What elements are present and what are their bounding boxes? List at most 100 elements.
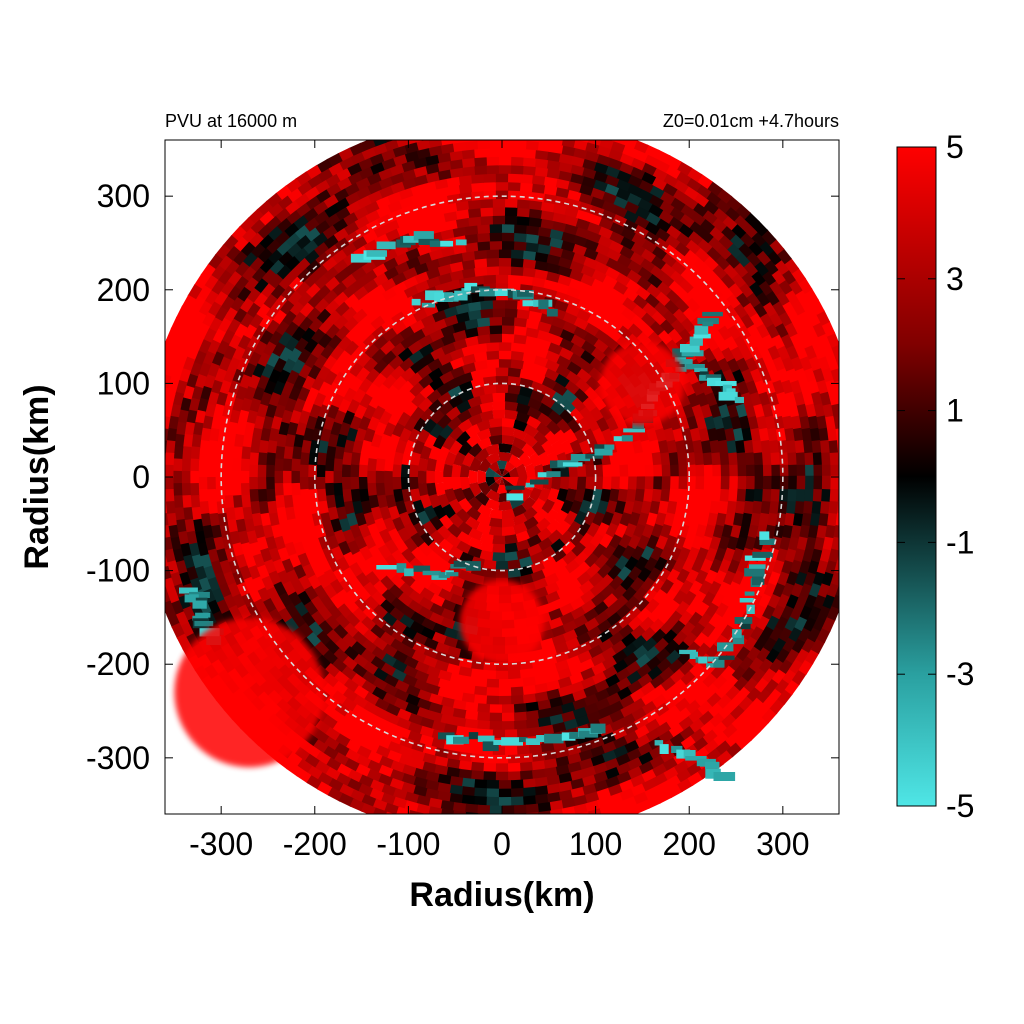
- heat-cell: [427, 145, 443, 157]
- heat-cell: [563, 427, 578, 444]
- heat-cell: [180, 622, 195, 639]
- heat-cell: [206, 489, 217, 503]
- heat-cell: [649, 264, 666, 280]
- heat-cell: [536, 243, 552, 255]
- heat-cell: [172, 483, 183, 497]
- heat-cell: [422, 520, 437, 537]
- heat-cell: [373, 807, 389, 814]
- heat-cell: [372, 358, 388, 375]
- heat-cell: [651, 244, 668, 260]
- heat-cell: [754, 463, 764, 477]
- heat-cell: [794, 438, 805, 453]
- heat-cell: [485, 350, 500, 360]
- heat-cell: [454, 200, 469, 212]
- heat-cell: [452, 487, 466, 503]
- heat-cell: [722, 367, 737, 384]
- heat-cell: [326, 557, 341, 574]
- heat-cell: [493, 471, 502, 477]
- heat-cell: [640, 247, 657, 263]
- heat-cell: [678, 277, 695, 294]
- heat-cell: [360, 146, 377, 161]
- heat-cell: [606, 326, 623, 342]
- heat-cell: [569, 172, 585, 185]
- heat-cell: [215, 464, 225, 479]
- heat-cell: [284, 506, 296, 522]
- heat-cell: [410, 532, 425, 549]
- heat-cell: [391, 422, 405, 438]
- heat-cell: [364, 595, 380, 612]
- heat-cell: [337, 603, 353, 620]
- heat-cell: [746, 476, 756, 490]
- heat-cell: [300, 439, 312, 454]
- heat-cell: [240, 446, 251, 461]
- heat-cell: [548, 245, 564, 258]
- heat-cell: [730, 523, 743, 539]
- heat-cell: [511, 787, 525, 798]
- heat-cell: [321, 224, 338, 240]
- heat-cell: [707, 511, 719, 527]
- heat-cell: [256, 351, 271, 368]
- heat-cell: [554, 186, 570, 199]
- heat-cell: [618, 152, 635, 166]
- negative-cell: [376, 241, 396, 250]
- heat-cell: [541, 819, 556, 830]
- heat-cell: [704, 335, 720, 352]
- heat-cell: [687, 391, 701, 408]
- heat-cell: [264, 304, 280, 321]
- heat-cell: [389, 301, 406, 316]
- heat-cell: [417, 373, 434, 389]
- heat-cell: [600, 583, 617, 600]
- heat-cell: [790, 523, 803, 539]
- heat-cell: [467, 123, 481, 133]
- heat-cell: [644, 220, 661, 236]
- heat-cell: [353, 318, 369, 334]
- heat-cell: [248, 477, 258, 491]
- heat-cell: [334, 702, 351, 718]
- heat-cell: [727, 323, 742, 340]
- heat-cell: [728, 451, 739, 466]
- heat-cell: [397, 347, 413, 363]
- heat-cell: [587, 295, 604, 310]
- heat-cell: [754, 476, 764, 490]
- heat-cell: [335, 733, 352, 749]
- heat-cell: [485, 358, 500, 369]
- heat-cell: [531, 760, 547, 771]
- heat-cell: [511, 695, 525, 705]
- heat-cell: [485, 156, 499, 166]
- heat-cell: [227, 334, 242, 351]
- heat-cell: [351, 308, 368, 324]
- heat-cell: [573, 614, 589, 629]
- heat-cell: [374, 697, 391, 712]
- heat-cell: [846, 500, 856, 514]
- negative-cell: [350, 253, 372, 263]
- heat-cell: [429, 408, 445, 425]
- heat-cell: [476, 140, 490, 150]
- heat-cell: [650, 254, 667, 270]
- negative-cell: [740, 620, 751, 630]
- heat-cell: [173, 446, 184, 461]
- heat-cell: [387, 410, 402, 427]
- heat-cell: [448, 545, 464, 560]
- heat-cell: [556, 585, 572, 600]
- heat-cell: [292, 564, 307, 580]
- heat-cell: [605, 673, 622, 688]
- heat-cell: [165, 364, 167, 370]
- heat-cell: [703, 463, 714, 477]
- heat-cell: [507, 274, 521, 285]
- heat-cell: [551, 126, 566, 137]
- heat-cell: [502, 721, 516, 731]
- heat-cell: [597, 225, 614, 239]
- heat-cell: [530, 380, 546, 394]
- heat-cell: [653, 476, 663, 490]
- heat-cell: [423, 646, 439, 660]
- heat-cell: [594, 251, 610, 266]
- heat-cell: [514, 720, 528, 730]
- heat-cell: [408, 590, 425, 605]
- heat-cell: [713, 569, 728, 585]
- heat-cell: [744, 402, 757, 418]
- x-tick-label: 300: [756, 826, 809, 862]
- heat-cell: [678, 546, 692, 562]
- heat-cell: [515, 198, 530, 209]
- heat-cell: [598, 140, 614, 150]
- heat-cell: [576, 463, 587, 477]
